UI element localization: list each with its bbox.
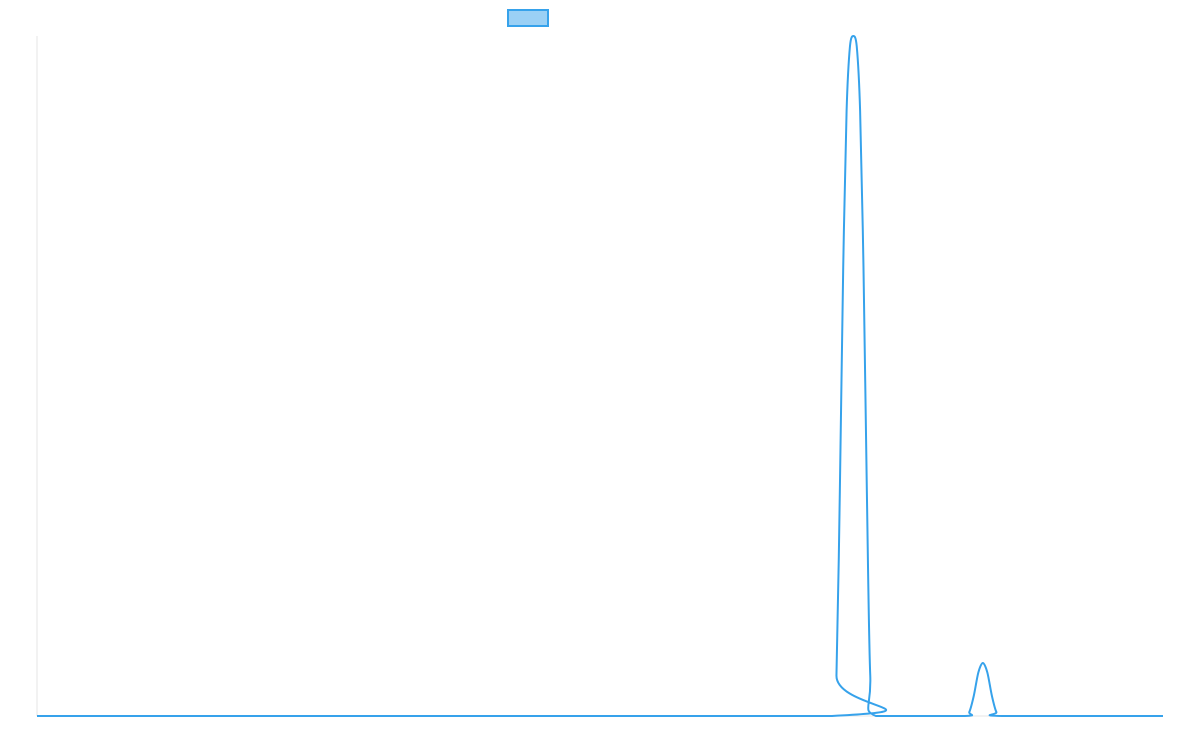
series-layer xyxy=(37,35,1163,718)
axes xyxy=(36,36,1163,717)
legend[interactable] xyxy=(507,9,549,27)
series-line xyxy=(37,35,1163,718)
legend-swatch[interactable] xyxy=(507,9,549,27)
